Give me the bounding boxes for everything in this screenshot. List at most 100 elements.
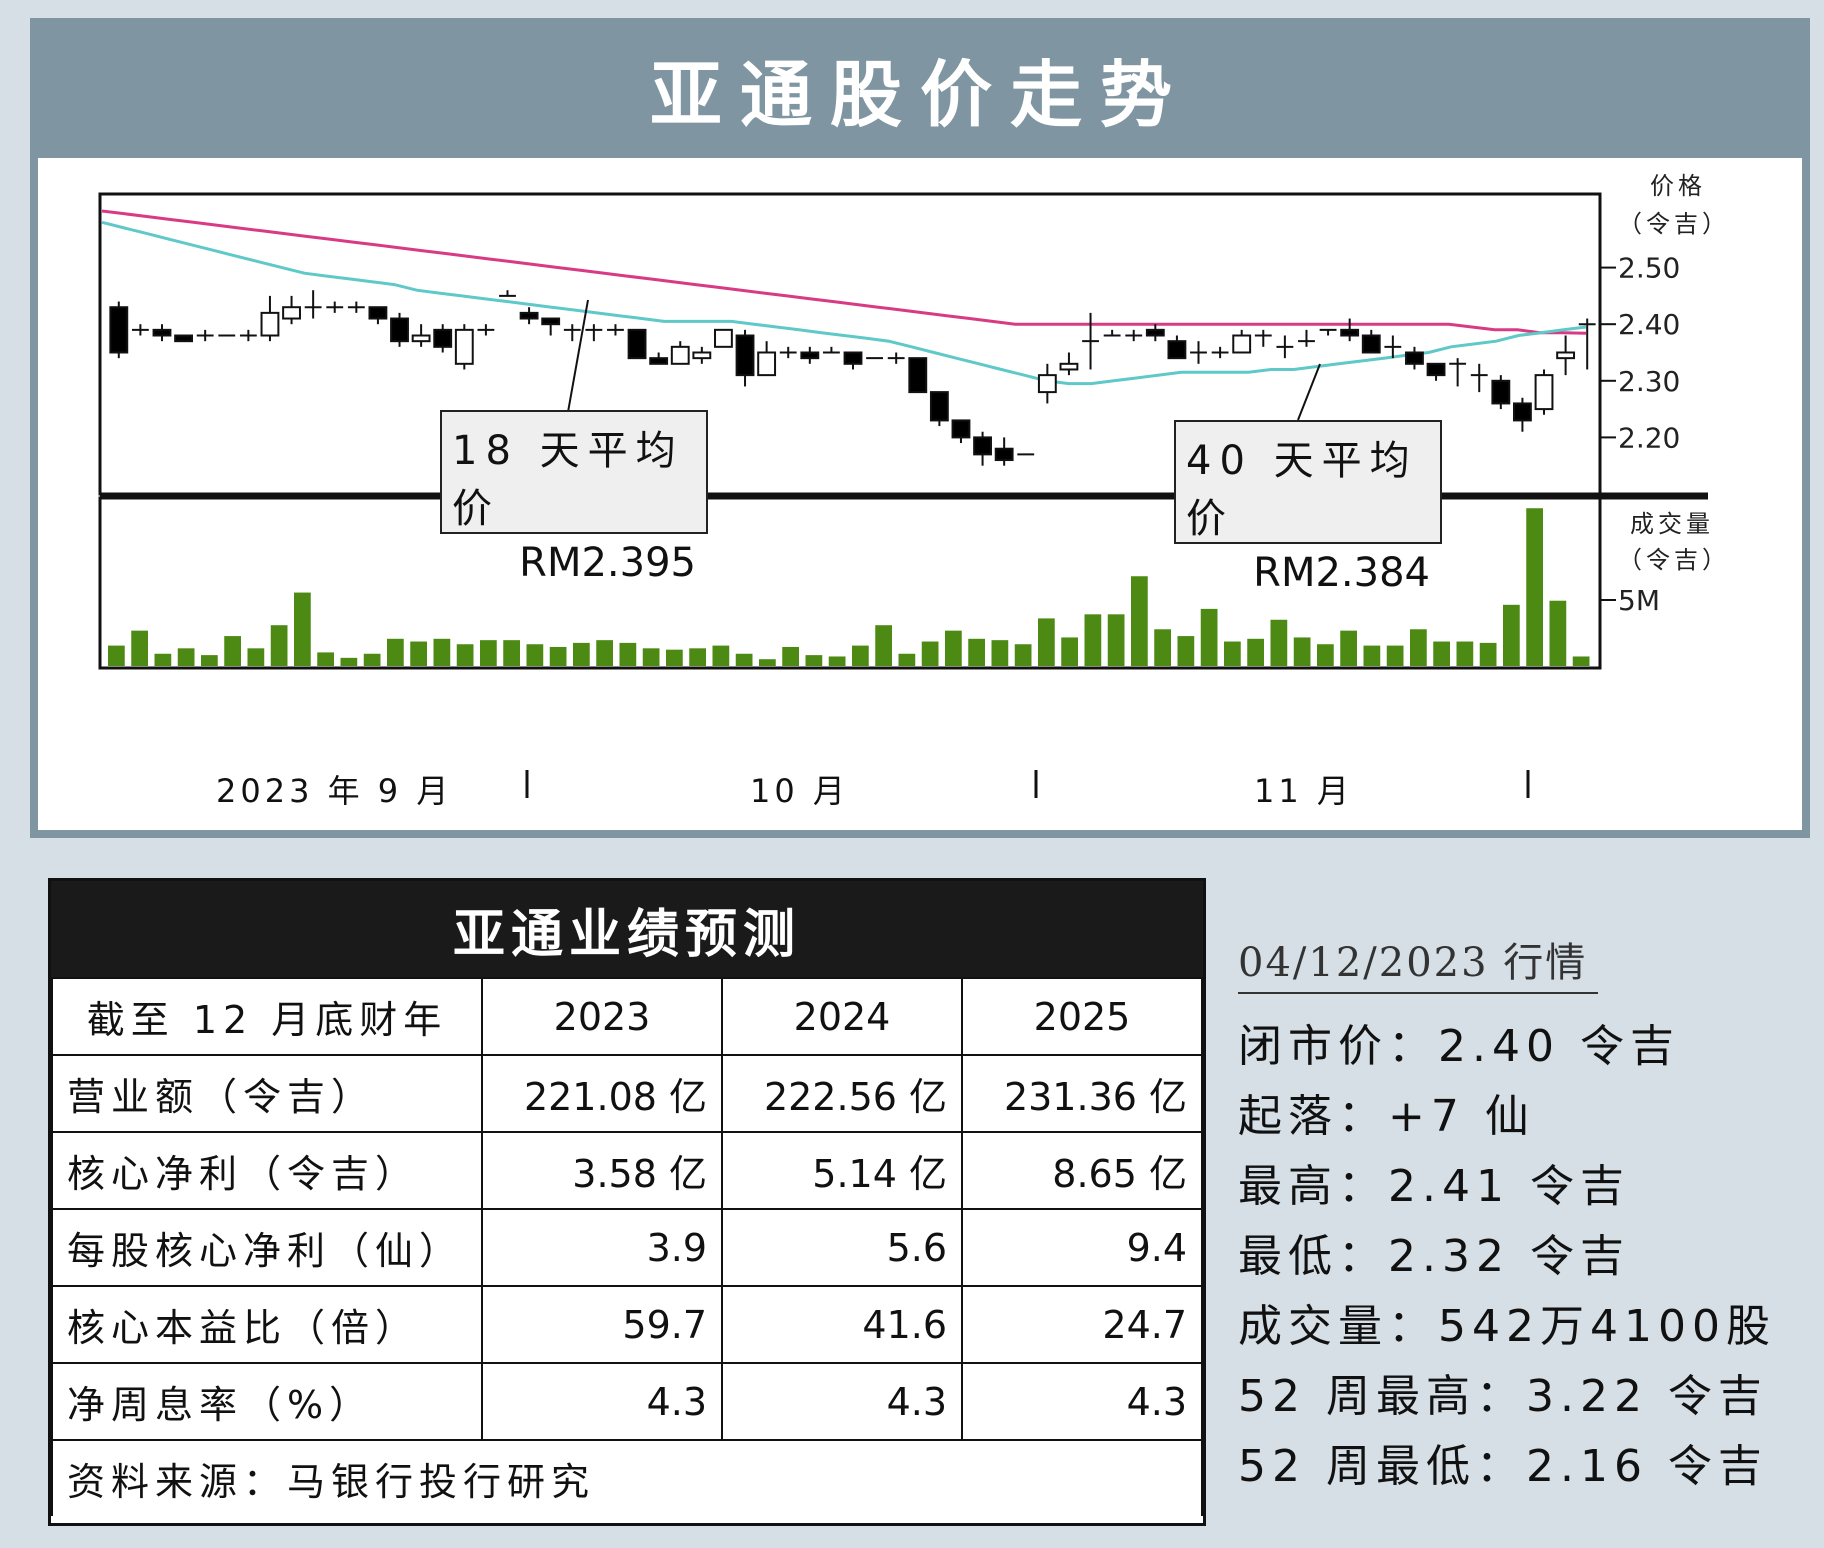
table-row: 核心本益比（倍） 59.7 41.6 24.7 [51, 1285, 1203, 1364]
volume-bar [1084, 614, 1102, 666]
x-label-nov: 11 月 [1254, 772, 1353, 810]
candle-body [757, 351, 777, 377]
price-axis-title-1: 价格 [1650, 172, 1706, 200]
volume-bar [1340, 630, 1357, 666]
ma18-label-box: 18 天平均价 RM2.395 [440, 410, 708, 586]
x-label-sep: 2023 年 9 月 [216, 772, 453, 810]
candle-body [109, 306, 129, 354]
volume-bar [1386, 645, 1404, 666]
volume-bar [108, 645, 125, 666]
source-note: 资料来源：马银行投行研究 [51, 1439, 1203, 1516]
candle-body [1426, 362, 1446, 377]
candle-body [1037, 374, 1057, 394]
cell: 59.7 [481, 1285, 723, 1364]
row-label: 营业额（令吉） [51, 1054, 483, 1133]
volume-bar [549, 646, 567, 666]
volume-bar [1410, 629, 1427, 666]
volume-bar [1433, 641, 1450, 666]
candle-body [152, 328, 172, 337]
ma40-name: 40 天平均价 [1186, 438, 1418, 542]
row-label: 每股核心净利（仙） [51, 1208, 483, 1287]
volume-bar [805, 655, 823, 666]
ma18-value: RM2.395 [519, 540, 696, 586]
candle-body [519, 311, 539, 320]
chart-panel: 亚通股价走势 2.50 2.40 2.30 2.20 5M 价格 （令吉） 成交量 （令… [30, 18, 1810, 838]
candle-body [1059, 362, 1079, 371]
row-label: 核心本益比（倍） [51, 1285, 483, 1364]
table-row: 净周息率（%） 4.3 4.3 4.3 [51, 1362, 1203, 1441]
volume-bar [177, 648, 195, 666]
price-tick-label: 2.50 [1618, 252, 1680, 285]
candle-body [1405, 351, 1424, 365]
candle-body [908, 357, 928, 394]
cell: 41.6 [721, 1285, 963, 1364]
volume-bar [1317, 644, 1334, 666]
candle-body [973, 436, 992, 456]
candle-body [454, 328, 474, 365]
volume-bar [596, 640, 613, 666]
table-row: 每股核心净利（仙） 3.9 5.6 9.4 [51, 1208, 1203, 1287]
candle-body [994, 447, 1014, 462]
volume-bar [759, 659, 776, 666]
cell: 9.4 [961, 1208, 1203, 1287]
volume-axis-title-1: 成交量 [1630, 510, 1714, 538]
candle-body [649, 357, 669, 365]
forecast-table: 亚通业绩预测 截至 12 月底财年 2023 2024 2025 营业额（令吉）… [48, 878, 1206, 1526]
volume-bar [387, 638, 404, 666]
volume-bar [503, 640, 520, 666]
candle-body [1145, 328, 1165, 337]
candle-body [951, 419, 971, 439]
volume-bar [945, 630, 962, 666]
cell: 231.36 亿 [961, 1054, 1203, 1133]
price-axis-title-2: （令吉） [1618, 210, 1730, 238]
chart-title: 亚通股价走势 [649, 52, 1190, 137]
volume-bar [340, 657, 358, 666]
candlestick-chart: 2.50 2.40 2.30 2.20 5M 价格 （令吉） 成交量 （令吉） [98, 172, 1730, 798]
header-2024: 2024 [721, 977, 963, 1056]
candle-body [1534, 374, 1554, 411]
volume-bar [363, 653, 381, 666]
volume-bar [1038, 618, 1055, 666]
volume-bar [921, 641, 939, 666]
volume-bar [828, 656, 846, 666]
header-fy: 截至 12 月底财年 [51, 977, 483, 1056]
volume-bar [433, 638, 451, 666]
volume-bar [991, 640, 1009, 666]
volume-bar [1224, 641, 1241, 666]
day-high: 最高：2.41 令吉 [1238, 1161, 1630, 1212]
volume-bar [247, 648, 265, 666]
volume-bar [1270, 619, 1288, 666]
candle-body [627, 328, 647, 360]
volume-bar [875, 625, 892, 666]
volume-bar [410, 641, 427, 666]
candle-body [843, 351, 863, 365]
volume-axis-title-2: （令吉） [1618, 546, 1730, 574]
volume-bar [456, 644, 474, 666]
volume-bar [480, 640, 497, 666]
volume-bar [1154, 629, 1171, 666]
volume-bar [154, 653, 172, 666]
header-2023: 2023 [481, 977, 723, 1056]
ma40-pointer [1297, 363, 1321, 421]
candle-body [174, 334, 194, 343]
forecast-grid: 截至 12 月底财年 2023 2024 2025 营业额（令吉） 221.08… [51, 977, 1203, 1516]
row-label: 核心净利（令吉） [51, 1131, 483, 1210]
ma40-label-box: 40 天平均价 RM2.384 [1174, 420, 1442, 596]
close-price: 闭市价：2.40 令吉 [1238, 1021, 1680, 1072]
market-date-title: 04/12/2023 行情 [1238, 930, 1598, 994]
price-tick-label: 2.30 [1618, 365, 1680, 398]
cell: 221.08 亿 [481, 1054, 723, 1133]
candle-body [1361, 334, 1381, 354]
candle-body [390, 317, 409, 343]
volume-bar [201, 655, 218, 666]
source-row: 资料来源：马银行投行研究 [51, 1439, 1203, 1516]
price-tick-label: 2.20 [1618, 421, 1680, 454]
day-low: 最低：2.32 令吉 [1238, 1231, 1630, 1282]
volume-bar [1177, 636, 1195, 666]
volume-bar [852, 645, 869, 666]
table-row: 核心净利（令吉） 3.58 亿 5.14 亿 8.65 亿 [51, 1131, 1203, 1210]
ma40-line [101, 209, 1587, 335]
volume-bar [294, 592, 311, 666]
volume-bar [224, 636, 241, 666]
cell: 4.3 [481, 1362, 723, 1441]
